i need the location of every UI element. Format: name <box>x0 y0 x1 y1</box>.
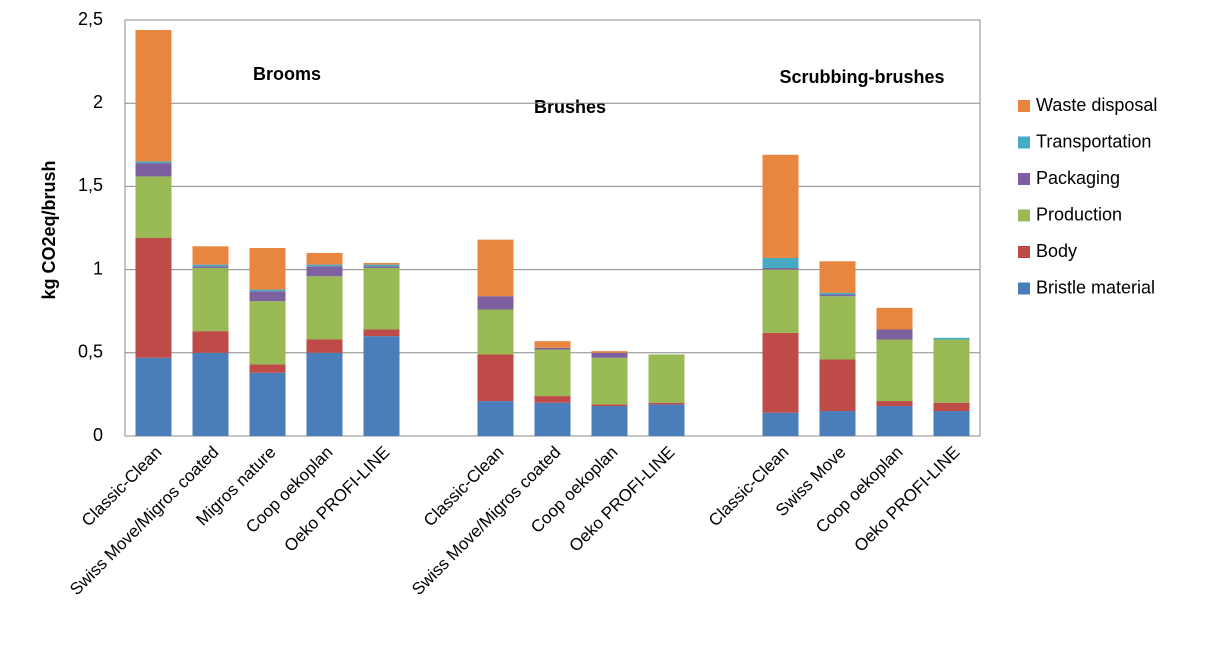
bar-segment <box>933 411 970 436</box>
legend-swatch <box>1018 246 1030 258</box>
bar-segment <box>477 401 514 436</box>
legend-label: Waste disposal <box>1036 95 1157 115</box>
bar-segment <box>762 267 799 270</box>
bar-segment <box>819 296 856 360</box>
y-tick-label: 0,5 <box>78 342 103 362</box>
legend-swatch <box>1018 100 1030 112</box>
bar-segment <box>135 163 172 177</box>
bar-segment <box>648 354 685 403</box>
bar-segment <box>192 267 229 332</box>
x-tick-label: Oeko PROFI-LINE <box>281 443 394 556</box>
bar-segment <box>819 292 856 295</box>
bar-segment <box>363 336 400 436</box>
legend-swatch <box>1018 209 1030 222</box>
bar-segment <box>192 246 229 265</box>
bar-segment <box>306 266 343 277</box>
bar-segment <box>249 247 286 290</box>
y-tick-label: 2 <box>93 92 103 112</box>
bar-segment <box>933 402 970 412</box>
y-tick-label: 1,5 <box>78 175 103 195</box>
y-tick-label: 0 <box>93 425 103 445</box>
x-tick-label: Oeko PROFI-LINE <box>851 443 964 556</box>
bar-segment <box>192 266 229 268</box>
bar-segment <box>876 401 913 407</box>
bar-segment <box>306 252 343 265</box>
bar-segment <box>363 264 400 267</box>
bar-segment <box>819 359 856 412</box>
bar-segment <box>591 406 628 436</box>
bar-segment <box>192 264 229 267</box>
bar-segment <box>135 161 172 164</box>
bar-segment <box>363 266 400 268</box>
bar-segment <box>306 264 343 267</box>
x-tick-label: Classic-Clean <box>705 443 793 531</box>
bar-segment <box>534 349 571 397</box>
bar-segment <box>762 332 799 413</box>
bar-segment <box>762 154 799 258</box>
bar-segment <box>135 176 172 238</box>
bar-segment <box>762 257 799 268</box>
bar-segment <box>306 352 343 436</box>
legend-label: Transportation <box>1036 131 1151 151</box>
bar-segment <box>477 296 514 310</box>
bar-segment <box>876 329 913 340</box>
bar-segment <box>648 404 685 436</box>
bar-segment <box>534 341 571 348</box>
bar-segment <box>363 267 400 330</box>
bar-segment <box>591 357 628 405</box>
bar-segment <box>933 339 970 403</box>
bar-segment <box>249 291 286 302</box>
bar-segment <box>762 269 799 333</box>
bar-segment <box>249 301 286 365</box>
bar-segment <box>192 352 229 436</box>
x-tick-label: Oeko PROFI-LINE <box>566 443 679 556</box>
y-tick-label: 2,5 <box>78 9 103 29</box>
bar-segment <box>363 329 400 337</box>
bar-segment <box>135 357 172 436</box>
bar-segment <box>249 289 286 292</box>
group-label: Brooms <box>253 64 321 84</box>
legend-swatch <box>1018 282 1030 295</box>
bar-segment <box>819 294 856 297</box>
bar-segment <box>534 396 571 403</box>
bar-segment <box>762 412 799 436</box>
legend-swatch <box>1018 173 1030 185</box>
bar-segment <box>819 411 856 436</box>
bar-segment <box>591 404 628 407</box>
bar-segment <box>306 276 343 340</box>
legend-swatch <box>1018 136 1030 149</box>
bar-segment <box>534 402 571 436</box>
bar-segment <box>876 406 913 436</box>
bar-segment <box>876 307 913 330</box>
bar-segment <box>135 29 172 162</box>
bar-segment <box>477 354 514 402</box>
bar-segment <box>591 352 628 358</box>
bar-segment <box>477 239 514 297</box>
bar-segment <box>876 339 913 402</box>
group-label: Scrubbing-brushes <box>779 67 944 87</box>
bar-segment <box>819 261 856 293</box>
bar-segment <box>135 237 172 358</box>
legend-label: Packaging <box>1036 168 1120 188</box>
y-tick-label: 1 <box>93 258 103 278</box>
bar-segment <box>477 309 514 355</box>
legend-label: Bristle material <box>1036 277 1155 297</box>
group-label: Brushes <box>534 97 606 117</box>
legend-label: Body <box>1036 241 1077 261</box>
bar-segment <box>306 339 343 353</box>
y-axis-label: kg CO2eq/brush <box>39 160 59 299</box>
bar-segment <box>363 262 400 265</box>
bar-segment <box>249 372 286 436</box>
bar-segment <box>192 331 229 353</box>
bar-segment <box>933 337 970 340</box>
bar-segment <box>249 364 286 373</box>
bar-segment <box>534 347 571 350</box>
legend-label: Production <box>1036 204 1122 224</box>
bar-segment <box>648 402 685 405</box>
bar-segment <box>591 351 628 353</box>
